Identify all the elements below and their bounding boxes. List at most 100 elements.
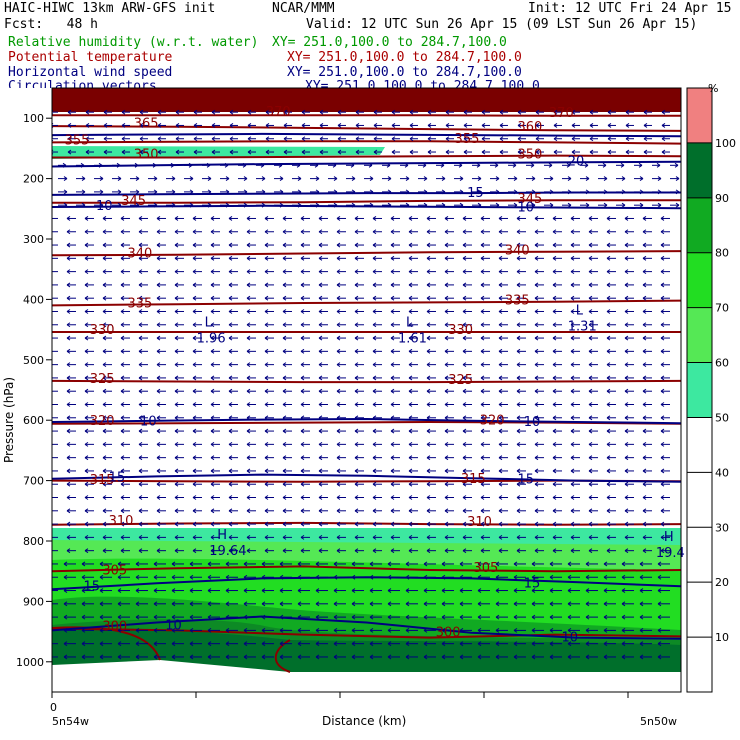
vector-arrow [552, 282, 557, 288]
vector-arrow [498, 216, 503, 221]
vector-arrow [426, 375, 431, 381]
vector-arrow [588, 335, 593, 341]
theta-label: 350 [517, 147, 542, 162]
vector-arrow [405, 654, 410, 660]
vector-arrow [498, 495, 503, 500]
vector-arrow [481, 136, 486, 142]
vector-arrow [549, 654, 554, 660]
vector-arrow [585, 627, 590, 633]
vector-arrow [63, 641, 68, 647]
vector-arrow [588, 548, 593, 554]
vector-arrow [350, 162, 355, 168]
vector-arrow [138, 415, 143, 421]
vector-arrow [225, 614, 230, 620]
vector-arrow [495, 641, 500, 647]
vector-arrow [85, 149, 90, 155]
vector-arrow [535, 149, 540, 155]
vector-arrow [318, 348, 323, 354]
vector-arrow [246, 375, 251, 381]
vector-arrow [156, 534, 161, 540]
vector-arrow [210, 282, 215, 288]
vector-arrow [282, 229, 287, 235]
vector-arrow [282, 548, 287, 554]
theta-label: 340 [505, 243, 530, 258]
vector-arrow [495, 627, 500, 633]
vector-arrow [228, 309, 233, 314]
vector-arrow [643, 123, 648, 128]
vector-arrow [588, 428, 593, 434]
vector-arrow [225, 561, 230, 567]
vector-arrow [315, 627, 320, 633]
vector-arrow [175, 123, 180, 128]
vector-arrow [264, 362, 269, 368]
vector-arrow [390, 521, 395, 527]
vector-arrow [606, 388, 611, 394]
vector-arrow [261, 561, 266, 567]
vector-arrow [621, 574, 626, 580]
vector-arrow [372, 335, 377, 341]
vector-arrow [552, 322, 557, 328]
theta-contour-line [52, 565, 681, 573]
vector-arrow [261, 588, 266, 593]
vector-arrow [85, 109, 90, 115]
vector-arrow [192, 242, 197, 248]
vector-arrow [516, 255, 521, 261]
vector-arrow [405, 561, 410, 567]
vector-arrow [462, 282, 467, 288]
vector-arrow [264, 508, 269, 514]
vector-arrow [171, 574, 176, 580]
colorbar-label: 50 [715, 411, 729, 424]
vector-arrow [354, 295, 359, 301]
colorbar-label: 40 [715, 466, 729, 479]
vector-arrow [405, 627, 410, 633]
vector-arrow [498, 269, 503, 275]
theta-label: 310 [467, 515, 492, 530]
vector-arrow [102, 441, 107, 447]
vector-arrow [318, 216, 323, 221]
vector-arrow [534, 508, 539, 514]
vector-arrow [228, 508, 233, 514]
vector-arrow [246, 348, 251, 354]
theta-contour-line [52, 379, 681, 384]
vector-arrow [463, 109, 468, 115]
vector-arrow [84, 348, 89, 354]
vector-arrow [477, 627, 482, 633]
vector-arrow [282, 375, 287, 381]
vector-arrow [445, 123, 450, 128]
vector-arrow [606, 348, 611, 354]
vector-arrow [481, 109, 486, 115]
vector-arrow [624, 269, 629, 275]
vector-arrow [138, 282, 143, 288]
vector-arrow [480, 481, 485, 487]
vector-arrow [495, 574, 500, 580]
vector-arrow [513, 641, 518, 647]
vector-arrow [480, 242, 485, 248]
vector-arrow [624, 521, 629, 527]
vector-arrow [639, 189, 644, 195]
vector-arrow [571, 136, 576, 142]
vector-arrow [246, 402, 251, 407]
vector-arrow [314, 162, 319, 168]
vector-arrow [516, 468, 521, 474]
vector-arrow [246, 269, 251, 275]
vector-arrow [156, 255, 161, 261]
vector-arrow [300, 388, 305, 394]
vector-arrow [297, 614, 302, 620]
vector-arrow [603, 654, 608, 660]
vector-arrow [549, 614, 554, 620]
init-time: Init: 12 UTC Fri 24 Apr 15 [528, 1, 732, 16]
vector-arrow [120, 348, 125, 354]
vector-arrow [372, 229, 377, 235]
vector-arrow [498, 402, 503, 407]
vector-arrow [621, 654, 626, 660]
vector-arrow [225, 176, 230, 182]
vector-arrow [552, 508, 557, 514]
theta-label: 315 [90, 473, 115, 488]
vector-arrow [603, 189, 608, 195]
vector-arrow [282, 309, 287, 314]
vector-arrow [336, 309, 341, 314]
vector-arrow [336, 335, 341, 341]
vector-arrow [207, 641, 212, 647]
vector-arrow [246, 534, 251, 540]
vector-arrow [156, 229, 161, 235]
